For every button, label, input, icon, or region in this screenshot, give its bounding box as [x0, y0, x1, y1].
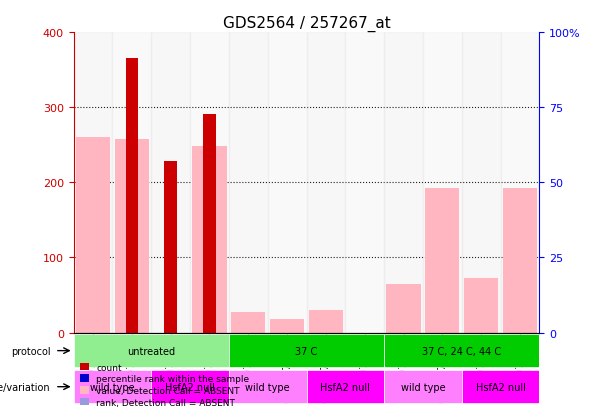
Bar — [126, 59, 138, 333]
FancyBboxPatch shape — [151, 370, 229, 403]
FancyBboxPatch shape — [384, 370, 462, 403]
Title: GDS2564 / 257267_at: GDS2564 / 257267_at — [223, 16, 390, 32]
Bar — [229, 33, 268, 333]
Bar — [462, 33, 501, 333]
Bar — [270, 319, 304, 333]
Bar — [345, 33, 384, 333]
Bar — [231, 312, 265, 333]
FancyBboxPatch shape — [229, 370, 306, 403]
Text: HsfA2 null: HsfA2 null — [165, 382, 215, 392]
Bar — [309, 310, 343, 333]
Bar — [190, 33, 229, 333]
Text: HsfA2 null: HsfA2 null — [476, 382, 525, 392]
Bar — [115, 140, 149, 333]
FancyBboxPatch shape — [74, 335, 229, 367]
FancyBboxPatch shape — [229, 335, 384, 367]
Text: protocol: protocol — [10, 346, 50, 356]
Bar — [164, 162, 177, 333]
Bar — [76, 138, 110, 333]
Text: 37 C: 37 C — [295, 346, 318, 356]
Bar — [464, 278, 498, 333]
Bar — [192, 147, 227, 333]
Text: untreated: untreated — [127, 346, 175, 356]
Text: wild type: wild type — [245, 382, 290, 392]
FancyBboxPatch shape — [74, 370, 151, 403]
Bar — [151, 33, 190, 333]
Bar — [501, 33, 539, 333]
Bar — [386, 284, 421, 333]
Bar — [74, 33, 112, 333]
FancyBboxPatch shape — [462, 370, 539, 403]
Legend: count, percentile rank within the sample, value, Detection Call = ABSENT, rank, : count, percentile rank within the sample… — [78, 361, 251, 408]
Text: HsfA2 null: HsfA2 null — [321, 382, 370, 392]
Bar — [423, 33, 462, 333]
Bar — [204, 115, 216, 333]
Text: 37 C, 24 C, 44 C: 37 C, 24 C, 44 C — [422, 346, 501, 356]
Bar — [306, 33, 345, 333]
Bar — [112, 33, 151, 333]
FancyBboxPatch shape — [306, 370, 384, 403]
Bar — [503, 189, 537, 333]
Bar — [384, 33, 423, 333]
Bar — [268, 33, 306, 333]
FancyBboxPatch shape — [384, 335, 539, 367]
Text: wild type: wild type — [90, 382, 135, 392]
Text: wild type: wild type — [401, 382, 445, 392]
Text: genotype/variation: genotype/variation — [0, 382, 50, 392]
Bar — [425, 188, 460, 333]
